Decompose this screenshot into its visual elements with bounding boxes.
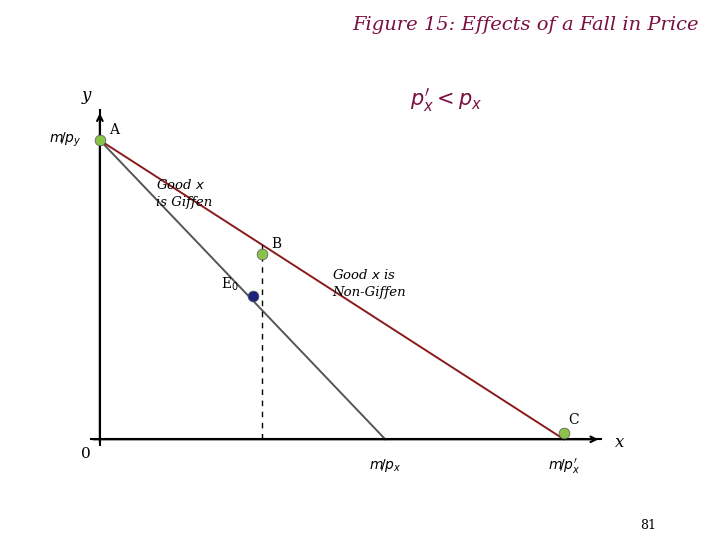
- Text: y: y: [81, 87, 91, 104]
- Text: $m\!/ p_x$: $m\!/ p_x$: [369, 457, 402, 474]
- Text: C: C: [569, 413, 580, 427]
- Text: $m\!/ p_x'$: $m\!/ p_x'$: [548, 457, 580, 476]
- Text: A: A: [109, 123, 119, 137]
- Point: [247, 292, 258, 300]
- Point: [558, 429, 570, 437]
- Text: $m\!/ p_y$: $m\!/ p_y$: [49, 131, 81, 150]
- Point: [256, 249, 268, 258]
- Text: x: x: [615, 434, 624, 451]
- Text: B: B: [271, 237, 282, 251]
- Text: $p_x^{\prime} < p_x$: $p_x^{\prime} < p_x$: [410, 86, 482, 114]
- Text: 0: 0: [81, 447, 91, 461]
- Text: Good $x$ is
Non-Giffen: Good $x$ is Non-Giffen: [332, 268, 405, 299]
- Point: [94, 136, 106, 145]
- Text: Figure 15: Effects of a Fall in Price: Figure 15: Effects of a Fall in Price: [352, 16, 698, 34]
- Text: E$_0$: E$_0$: [220, 275, 238, 293]
- Text: 81: 81: [640, 519, 656, 532]
- Text: Good $x$
is Giffen: Good $x$ is Giffen: [156, 178, 212, 209]
